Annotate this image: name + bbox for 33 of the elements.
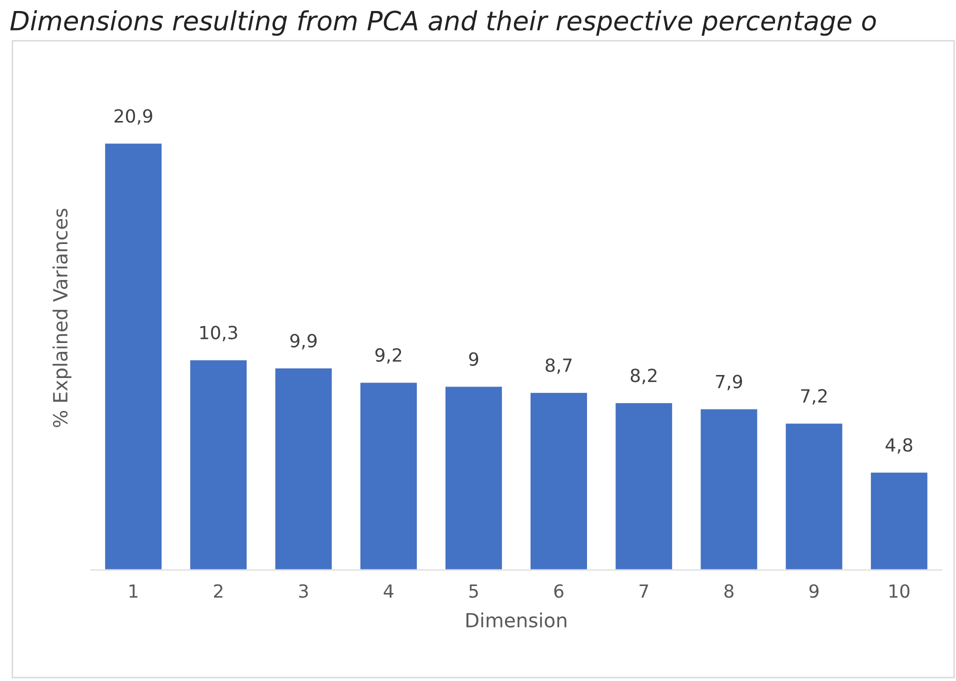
x-tick-label: 10 xyxy=(890,584,910,598)
bar xyxy=(784,422,844,570)
bar xyxy=(188,358,248,570)
x-tick-label: 4 xyxy=(384,584,394,598)
bar xyxy=(529,392,588,570)
data-label: 8,7 xyxy=(546,358,572,374)
bar xyxy=(444,385,504,570)
chart-title: Dimensions resulting from PCA and their respective percentage o xyxy=(10,10,876,36)
y-axis-title: % Explained Variances xyxy=(52,208,72,428)
data-label: 7,9 xyxy=(716,374,742,390)
bar xyxy=(699,408,759,570)
data-label: 7,2 xyxy=(801,389,827,405)
x-tick-label: 6 xyxy=(554,584,564,598)
bar xyxy=(358,381,418,570)
data-label: 9,2 xyxy=(375,348,402,364)
data-label: 9,9 xyxy=(290,334,317,350)
data-label: 8,2 xyxy=(630,368,656,384)
bar xyxy=(869,471,929,570)
x-tick-label: 5 xyxy=(469,584,478,598)
data-label: 20,9 xyxy=(114,109,152,125)
bar xyxy=(274,367,334,570)
x-tick-label: 1 xyxy=(130,584,138,598)
data-label: 10,3 xyxy=(200,326,238,342)
x-tick-label: 8 xyxy=(724,584,734,598)
bar xyxy=(614,402,674,570)
data-label: 9 xyxy=(469,352,478,366)
x-tick-label: 9 xyxy=(809,584,819,598)
x-tick-label: 3 xyxy=(299,584,308,598)
x-tick-label: 7 xyxy=(640,584,648,598)
x-tick-label: 2 xyxy=(214,584,222,598)
data-label: 4,8 xyxy=(886,438,912,454)
x-axis-title: Dimension xyxy=(466,612,566,628)
bar xyxy=(104,142,163,570)
